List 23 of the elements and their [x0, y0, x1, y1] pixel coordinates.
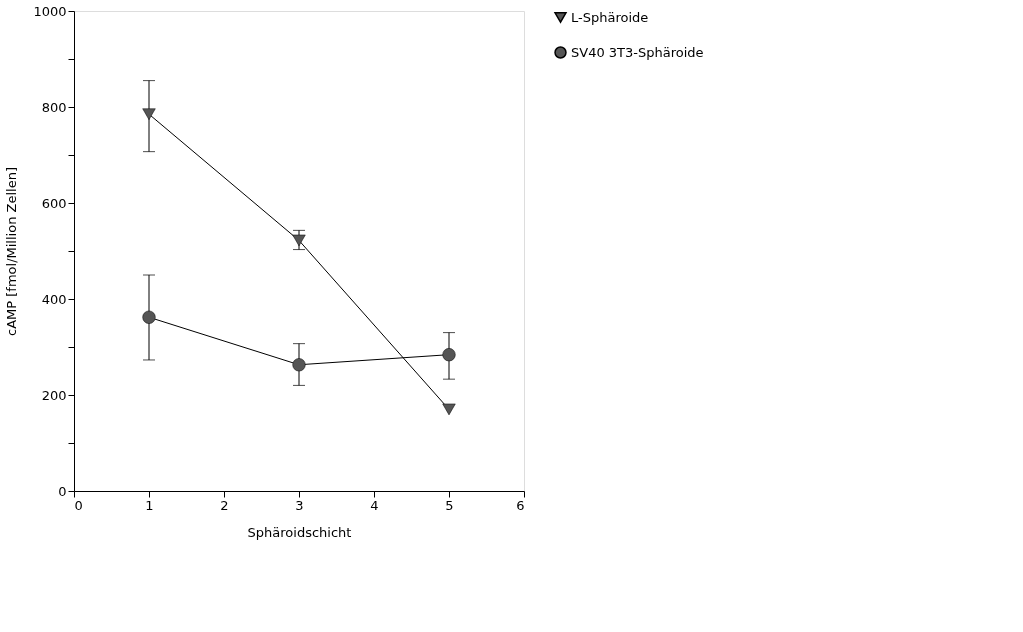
- point: [292, 234, 306, 247]
- point: [142, 108, 156, 120]
- y-tick-label: 0: [58, 483, 67, 499]
- y-tick-label: 200: [41, 387, 67, 403]
- legend-label: SV40 3T3-Sphäroide: [571, 44, 704, 60]
- y-tick-label: 1000: [33, 3, 67, 19]
- point: [292, 358, 306, 372]
- point: [442, 348, 456, 362]
- legend-label: L-Sphäroide: [571, 9, 649, 25]
- x-axis-title: Sphäroidschicht: [247, 524, 352, 540]
- x-tick-label: 3: [295, 497, 304, 513]
- x-tick-label: 2: [220, 497, 229, 513]
- x-tick-label: 1: [145, 497, 154, 513]
- point: [442, 403, 456, 416]
- y-tick-label: 400: [41, 291, 67, 307]
- y-tick-label: 600: [41, 195, 67, 211]
- point: [142, 310, 156, 324]
- x-tick-label: 4: [370, 497, 379, 513]
- x-tick-label: 5: [445, 497, 454, 513]
- y-axis-title: cAMP [fmol/Million Zellen]: [4, 167, 20, 336]
- x-tick-label: 6: [516, 497, 525, 513]
- y-tick-label: 800: [41, 99, 67, 115]
- x-tick-label: 0: [74, 497, 83, 513]
